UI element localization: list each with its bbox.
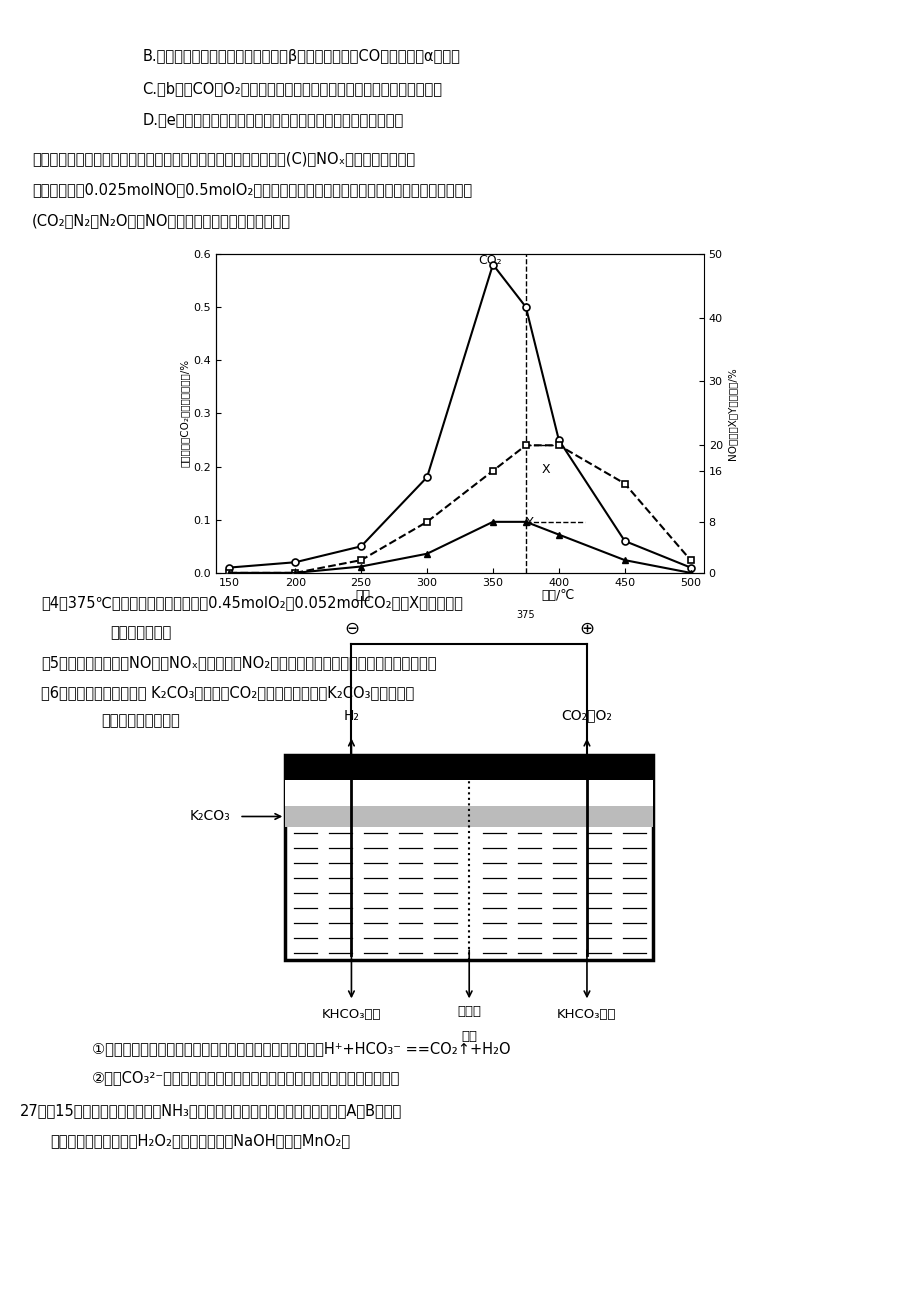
Text: 图乙: 图乙 [355, 589, 369, 602]
Text: 27．（15分）某小组同学欲探究NH₃的催化氧化反应，按下图装置进行实验。A、B装置可: 27．（15分）某小组同学欲探究NH₃的催化氧化反应，按下图装置进行实验。A、B… [20, 1103, 402, 1118]
Text: ①在阳极区发生的反应包括＿＿＿＿＿＿＿＿＿＿＿＿＿和H⁺+HCO₃⁻ ==CO₂↑+H₂O: ①在阳极区发生的反应包括＿＿＿＿＿＿＿＿＿＿＿＿＿和H⁺+HCO₃⁻ ==CO₂… [92, 1042, 510, 1057]
Text: （4）375℃时，测得排出的气体中含0.45molO₂和0.052molCO₂，则X的化学式为: （4）375℃时，测得排出的气体中含0.45molO₂和0.052molCO₂，… [41, 595, 463, 611]
Text: 375: 375 [516, 611, 535, 620]
Text: ＿＿＿＿＿＿。: ＿＿＿＿＿＿。 [110, 625, 172, 641]
Text: X: X [541, 462, 550, 475]
Text: ⊖: ⊖ [344, 620, 358, 638]
Text: 模拟尾气（含0.025molNO、0.5molO₂和足量碳烟）以相同的流速通过该催化剂，测得所有产物: 模拟尾气（含0.025molNO、0.5molO₂和足量碳烟）以相同的流速通过该… [32, 182, 471, 198]
Text: 选用的药品：浓氨水、H₂O₂溶液、蒸馏水、NaOH固体、MnO₂。: 选用的药品：浓氨水、H₂O₂溶液、蒸馏水、NaOH固体、MnO₂。 [51, 1133, 350, 1148]
Text: C.　b点时CO与O₂分子之间发生有效碰撞的几率在整个实验过程中最高: C. b点时CO与O₂分子之间发生有效碰撞的几率在整个实验过程中最高 [142, 81, 442, 96]
Text: K₂CO₃: K₂CO₃ [189, 810, 230, 823]
Text: ⊕: ⊕ [579, 620, 594, 638]
Y-axis label: NO转化为X或Y的转化率/%: NO转化为X或Y的转化率/% [726, 367, 736, 460]
Text: 其装置示意图如图：: 其装置示意图如图： [101, 713, 180, 729]
Text: 换膜: 换膜 [460, 1030, 477, 1043]
Text: (CO₂、N₂、N₂O）与NO的相关数据，结果如图乙所示。: (CO₂、N₂、N₂O）与NO的相关数据，结果如图乙所示。 [32, 214, 291, 229]
Y-axis label: 排出气体中CO₂的物质的量分数/%: 排出气体中CO₂的物质的量分数/% [179, 359, 189, 467]
Text: CO₂、O₂: CO₂、O₂ [561, 708, 612, 723]
Text: Y: Y [526, 516, 533, 529]
Text: （5）实验过程中采用NO模拟NOₓ，而不采用NO₂的原因是＿＿＿＿＿＿＿＿＿＿＿＿＿＿。: （5）实验过程中采用NO模拟NOₓ，而不采用NO₂的原因是＿＿＿＿＿＿＿＿＿＿＿… [41, 655, 437, 671]
Bar [285, 780, 652, 806]
Text: ②简述CO₃²⁻在阴极区再生的原理：＿＿＿＿＿＿＿＿＿＿＿＿＿＿＿＿。: ②简述CO₃²⁻在阴极区再生的原理：＿＿＿＿＿＿＿＿＿＿＿＿＿＿＿＿。 [92, 1070, 400, 1086]
Text: 离子交: 离子交 [457, 1005, 481, 1018]
Bar [285, 755, 652, 960]
Bar [285, 755, 652, 780]
Text: B.　在均未达到平衡状态时，同温下β型沥青混凝土中CO转化速率比α型要大: B. 在均未达到平衡状态时，同温下β型沥青混凝土中CO转化速率比α型要大 [142, 49, 460, 65]
Bar [285, 806, 652, 827]
Text: 温度/℃: 温度/℃ [540, 589, 573, 602]
Text: CO₂: CO₂ [478, 254, 502, 267]
Text: KHCO₃溶液: KHCO₃溶液 [322, 1008, 380, 1021]
Text: KHCO₃溶液: KHCO₃溶液 [557, 1008, 616, 1021]
Text: H₂: H₂ [343, 708, 359, 723]
Text: 【还原处理法】某含钴催化剂可以催化　消除柴油车尾气中的碳烟(C)和NOₓ。不同温度下，将: 【还原处理法】某含钴催化剂可以催化 消除柴油车尾气中的碳烟(C)和NOₓ。不同温… [32, 151, 414, 167]
Text: （6）工业上常用高浓度的 K₂CO₃溶液吸收CO₂，再利用电解法使K₂CO₃溶液再生，: （6）工业上常用高浓度的 K₂CO₃溶液吸收CO₂，再利用电解法使K₂CO₃溶液… [41, 685, 414, 700]
Text: D.　e点转化率出现突变的原因可能是温度升高后催化剂失去活性: D. e点转化率出现突变的原因可能是温度升高后催化剂失去活性 [142, 112, 403, 128]
